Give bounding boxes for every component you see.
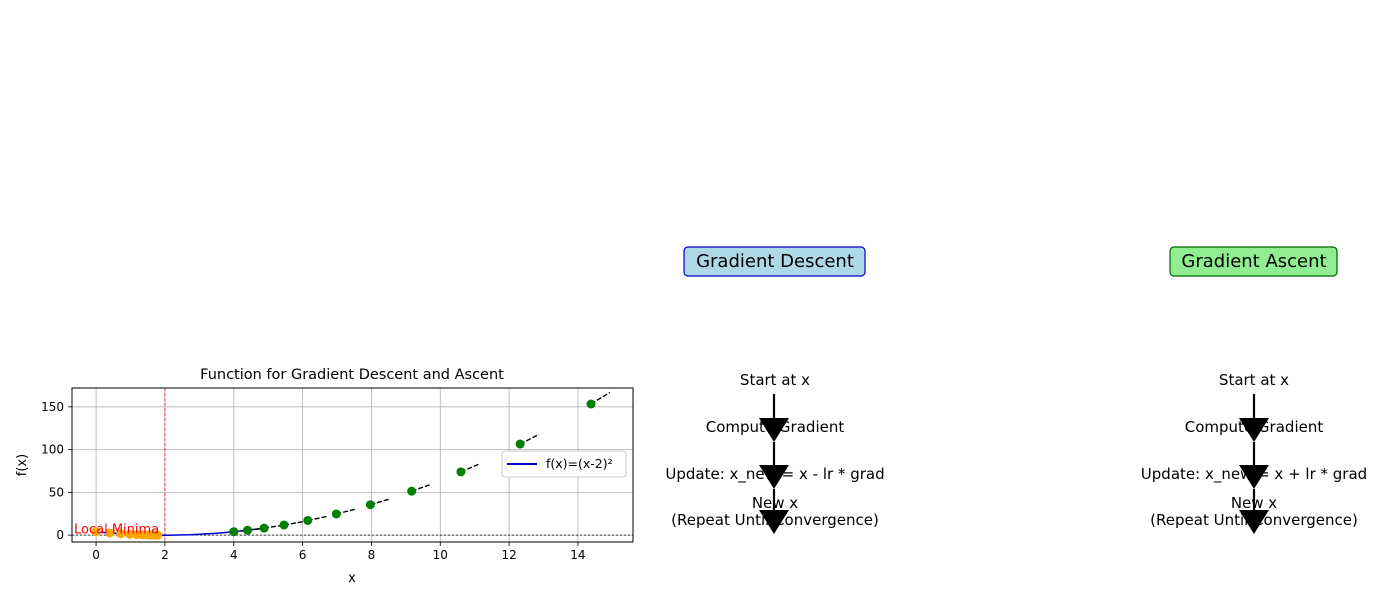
descent-title-box: [683, 246, 866, 277]
chart-title: Function for Gradient Descent and Ascent: [200, 367, 504, 383]
ascent-point: [407, 486, 417, 496]
gradient-ascent-flow: Gradient Ascent Start at x Compute Gradi…: [1141, 246, 1367, 534]
plot-frame: [71, 387, 634, 543]
y-tick-label: 100: [41, 443, 64, 457]
local-minima-label: Local Minima: [74, 523, 159, 538]
x-tick-label: 14: [570, 548, 585, 562]
legend: f(x)=(x-2)²: [501, 450, 627, 478]
gradient-descent-flow: Gradient Descent Start at x Compute Grad…: [665, 246, 885, 534]
ascent-point: [303, 515, 313, 525]
ascent-title: Gradient Ascent: [1181, 251, 1326, 272]
x-tick-label: 8: [368, 548, 376, 562]
descent-point: [91, 527, 101, 537]
ascent-point: [456, 467, 466, 477]
legend-label: f(x)=(x-2)²: [546, 456, 613, 471]
legend-box: [501, 450, 627, 478]
ascent-point: [243, 525, 253, 535]
axis-ticks: 0 2 4 6 8 10 12 14 0 50 100 150: [41, 400, 585, 562]
y-tick-label: 150: [41, 400, 64, 414]
x-tick-label: 2: [161, 548, 169, 562]
gradient-points: [91, 399, 596, 540]
descent-arrow-2-head: [759, 465, 789, 489]
ascent-point: [365, 500, 375, 510]
descent-point: [116, 529, 126, 539]
x-tick-label: 10: [433, 548, 448, 562]
ascent-point: [229, 527, 239, 537]
ascent-point: [586, 399, 596, 409]
ascent-title-box: [1169, 246, 1338, 277]
descent-title: Gradient Descent: [696, 251, 854, 272]
ascent-arrow-3-head: [1239, 510, 1269, 534]
ascent-step-start: Start at x: [1219, 371, 1289, 389]
y-tick-label: 0: [56, 528, 64, 542]
y-axis-label: f(x): [15, 454, 30, 476]
ascent-point: [515, 439, 525, 449]
ascent-arrow-2-head: [1239, 465, 1269, 489]
x-tick-label: 4: [230, 548, 238, 562]
descent-point: [105, 528, 115, 538]
descent-step-repeat: (Repeat Until Convergence): [671, 511, 879, 529]
x-axis-label: x: [348, 571, 356, 586]
function-chart: Local Minima 0 2 4 6 8 10 12 14 0 50 100 150 Functi…: [15, 367, 634, 586]
ascent-point: [279, 520, 289, 530]
descent-step-update: Update: x_new = x - lr * grad: [665, 465, 884, 484]
descent-step-newx: New x: [752, 494, 798, 512]
descent-point: [125, 529, 135, 539]
descent-step-start: Start at x: [740, 371, 810, 389]
ascent-step-newx: New x: [1231, 494, 1277, 512]
x-tick-label: 6: [299, 548, 307, 562]
descent-arrow-1-head: [759, 418, 789, 442]
ascent-step-compute: Compute Gradient: [1185, 418, 1324, 436]
ascent-arrow-1-head: [1239, 418, 1269, 442]
ascent-point: [259, 523, 269, 533]
descent-point: [153, 530, 163, 540]
descent-step-compute: Compute Gradient: [706, 418, 845, 436]
ascent-step-repeat: (Repeat Until Convergence): [1150, 511, 1358, 529]
y-tick-label: 50: [49, 485, 64, 499]
descent-arrow-3-head: [759, 510, 789, 534]
x-tick-label: 0: [92, 548, 100, 562]
ascent-point: [331, 509, 341, 519]
x-tick-label: 12: [501, 548, 516, 562]
ascent-step-update: Update: x_new = x + lr * grad: [1141, 465, 1367, 484]
